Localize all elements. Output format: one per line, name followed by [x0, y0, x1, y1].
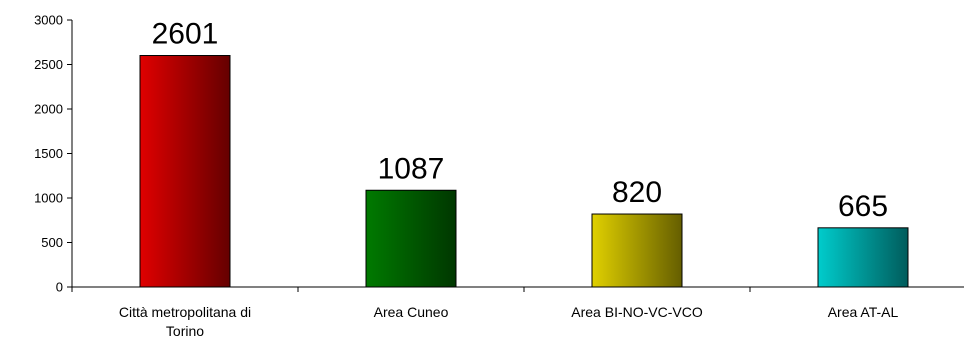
- y-tick-label: 2000: [34, 102, 63, 117]
- bar-3: [818, 228, 908, 287]
- data-label-2: 820: [612, 176, 662, 209]
- bar-2: [592, 214, 682, 287]
- data-label-1: 1087: [378, 152, 445, 185]
- x-tick-label: Area BI-NO-VC-VCO: [571, 304, 703, 320]
- x-tick-label: Torino: [166, 323, 204, 339]
- bar-1: [366, 190, 456, 287]
- y-axis: 0 500 1000 1500 2000 2500 3000: [34, 13, 72, 295]
- y-tick-label: 0: [56, 280, 63, 295]
- data-label-3: 665: [838, 190, 888, 223]
- y-tick-label: 1000: [34, 191, 63, 206]
- data-labels: 2601 1087 820 665: [152, 18, 888, 223]
- x-axis: Città metropolitana di Torino Area Cuneo Ar…: [72, 287, 964, 339]
- bar-0: [140, 56, 230, 287]
- x-tick-label: Area AT-AL: [828, 304, 899, 320]
- y-tick-label: 3000: [34, 13, 63, 28]
- x-tick-label: Città metropolitana di: [119, 304, 251, 320]
- data-label-0: 2601: [152, 18, 219, 51]
- bars: [140, 56, 908, 287]
- x-tick-label: Area Cuneo: [374, 304, 449, 320]
- y-tick-label: 1500: [34, 146, 63, 161]
- y-tick-label: 2500: [34, 57, 63, 72]
- y-tick-label: 500: [41, 235, 63, 250]
